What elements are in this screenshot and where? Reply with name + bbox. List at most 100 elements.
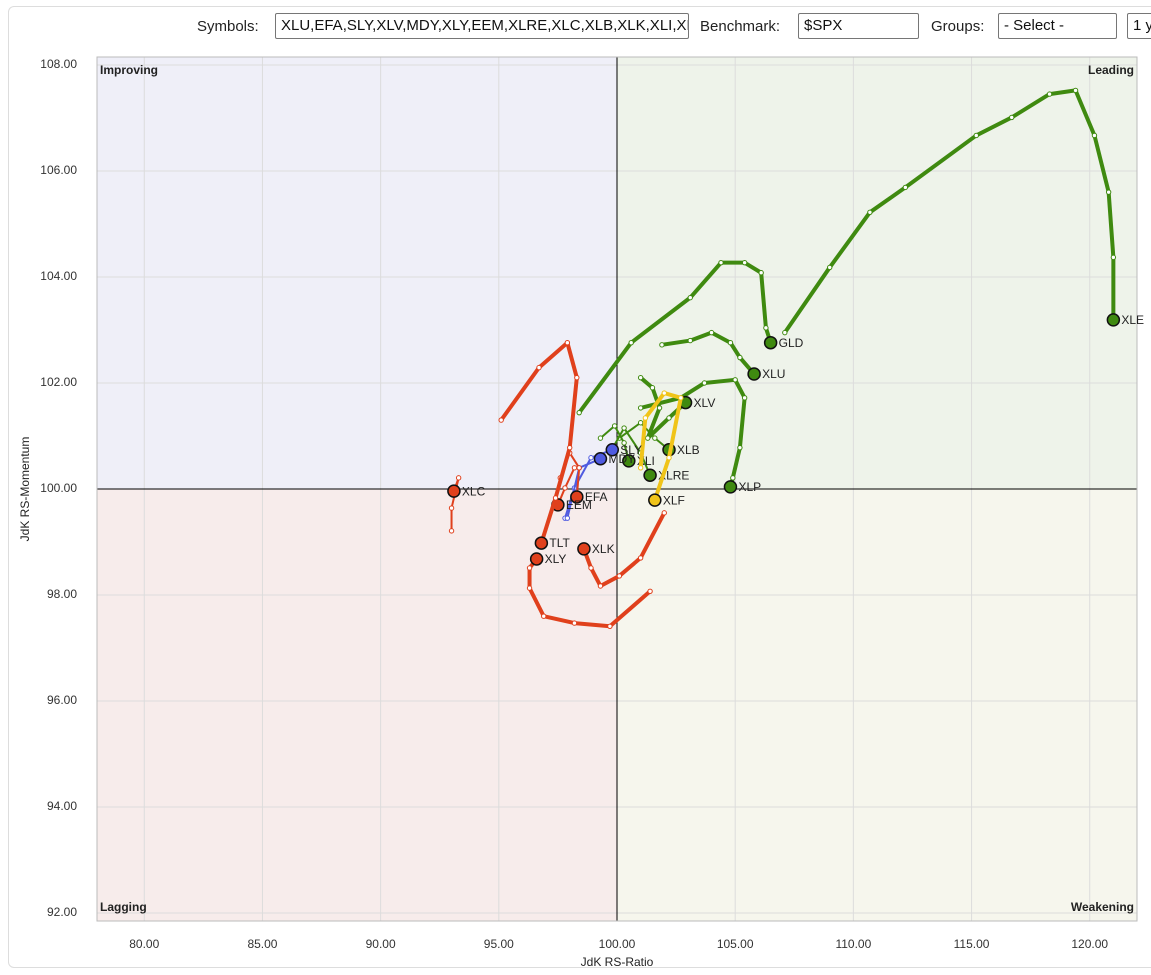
trail [638, 377, 747, 489]
groups-label: Groups: [931, 18, 985, 35]
series-label: TLT [549, 536, 570, 550]
trail-point [758, 270, 764, 276]
y-tick-label: 102.00 [40, 375, 77, 389]
head-point [643, 468, 657, 482]
x-tick-label: 80.00 [129, 937, 159, 951]
series-label: SLY [620, 443, 642, 457]
trail-point [526, 565, 533, 571]
trail-point [536, 364, 542, 371]
quadrant-label: Lagging [100, 900, 147, 914]
benchmark-label: Benchmark: [700, 18, 781, 35]
trail-point [571, 465, 578, 471]
groups-select[interactable]: - Select - [998, 13, 1117, 39]
trail-point [564, 515, 571, 521]
head-point [747, 367, 761, 381]
y-tick-label: 94.00 [47, 799, 77, 813]
series-label: XLC [462, 484, 486, 498]
x-tick-label: 85.00 [247, 937, 277, 951]
y-tick-label: 108.00 [40, 57, 77, 71]
trail-point [611, 423, 618, 429]
trail-point [576, 465, 582, 471]
head-point [622, 454, 636, 468]
series-label: XLP [738, 480, 761, 494]
quadrant-label: Leading [1088, 63, 1134, 77]
head-point [529, 552, 544, 566]
trail-point [687, 294, 693, 301]
trail-point [564, 340, 571, 346]
trail [618, 421, 670, 451]
y-tick-label: 96.00 [47, 693, 77, 707]
trail-point [656, 405, 663, 411]
trail-point [498, 417, 504, 423]
trail [608, 427, 652, 477]
quadrant-leading [617, 57, 1137, 489]
y-tick-label: 106.00 [40, 163, 77, 177]
trail-point [763, 325, 769, 331]
trail-point [827, 264, 833, 271]
trail-point [621, 440, 627, 446]
trail-point [737, 444, 743, 451]
trail-point [741, 259, 748, 266]
head-point [593, 452, 608, 466]
trail-point [1009, 114, 1015, 121]
trail [577, 260, 773, 415]
trail-point [571, 620, 578, 626]
x-tick-label: 95.00 [484, 937, 514, 951]
series-label: EFA [585, 490, 608, 504]
trail-point [448, 505, 455, 511]
trail-point [1046, 91, 1053, 97]
y-tick-label: 92.00 [47, 905, 77, 919]
trail-point [597, 435, 604, 441]
symbols-input[interactable]: XLU,EFA,SLY,XLV,MDY,XLY,EEM,XLRE,XLC,XLB… [275, 13, 689, 39]
y-tick-label: 100.00 [40, 481, 77, 495]
y-tick-label: 104.00 [40, 269, 77, 283]
series-label: EEM [566, 498, 592, 512]
trail [599, 424, 630, 462]
x-tick-label: 120.00 [1071, 937, 1108, 951]
quadrant-label: Weakening [1071, 900, 1134, 914]
trail-point [448, 528, 455, 534]
benchmark-input[interactable]: $SPX [798, 13, 919, 39]
trail-point [741, 395, 748, 401]
trail-point [649, 385, 656, 391]
series-label: XLU [762, 367, 785, 381]
period-select[interactable]: 1 y [1127, 13, 1151, 39]
trail-point [687, 337, 693, 344]
trail-point [730, 475, 736, 481]
trail-point [637, 420, 644, 426]
trail-point [455, 475, 462, 481]
trail-point [661, 510, 667, 516]
trail [638, 391, 683, 503]
head-point [648, 493, 662, 507]
trail-point [526, 585, 533, 591]
trail-point [637, 465, 644, 471]
trail [581, 510, 667, 589]
trail-point [666, 415, 672, 421]
series-label: XLF [663, 493, 685, 507]
series-label: XLY [545, 552, 567, 566]
trail-point [867, 209, 873, 216]
x-axis-label: JdK RS-Ratio [581, 955, 654, 969]
head-point [1106, 313, 1121, 327]
trail-point [621, 425, 627, 431]
x-tick-label: 115.00 [954, 937, 990, 951]
trail-point [659, 342, 665, 348]
x-tick-label: 105.00 [717, 937, 754, 951]
trail-point [647, 588, 653, 595]
trail-point [1110, 254, 1117, 261]
trail-point [732, 377, 738, 383]
trail-point [727, 340, 734, 346]
trail-point [666, 455, 672, 461]
series-label: XLE [1121, 313, 1144, 327]
x-tick-label: 110.00 [835, 937, 871, 951]
trail-point [576, 409, 582, 416]
symbols-label: Symbols: [197, 18, 259, 35]
x-tick-label: 100.00 [599, 937, 636, 951]
series-label: XLV [694, 396, 716, 410]
trail-point [588, 455, 594, 461]
y-tick-label: 98.00 [47, 587, 77, 601]
trail-point [701, 380, 708, 386]
trail-point [567, 444, 573, 451]
head-point [605, 443, 620, 457]
